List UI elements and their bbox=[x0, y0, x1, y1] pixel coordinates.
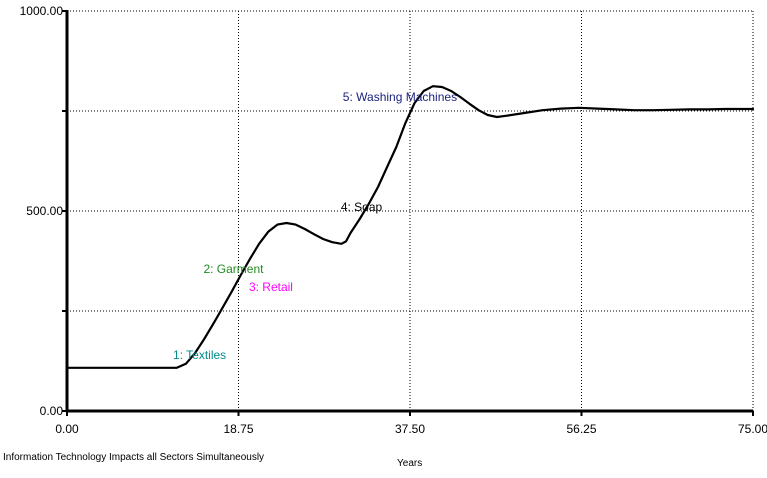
grid-layer bbox=[67, 10, 754, 411]
label-layer: Information Technology Impacts all Secto… bbox=[3, 452, 422, 469]
axes-layer: 0.00 500.00 1000.00 0.00 18.75 37.50 56.25 75.0… bbox=[20, 4, 767, 436]
x-tick-label: 56.25 bbox=[566, 422, 596, 436]
series-line bbox=[65, 85, 755, 369]
chart-caption: Information Technology Impacts all Secto… bbox=[3, 452, 264, 463]
x-axis-label: Years bbox=[397, 458, 422, 469]
series-annotation: 5: Washing Machines bbox=[343, 90, 457, 104]
series-annotation: 1: Textiles bbox=[173, 348, 226, 362]
y-tick-label: 0.00 bbox=[40, 404, 64, 418]
annotation-layer: 1: Textiles 2: Garment 3: Retail 4: Soap 5: … bbox=[173, 90, 457, 362]
series-annotation: 2: Garment bbox=[203, 262, 264, 276]
y-tick-label: 500.00 bbox=[26, 204, 63, 218]
x-tick-label: 75.00 bbox=[738, 422, 767, 436]
x-tick-label: 37.50 bbox=[395, 422, 425, 436]
x-tick-label: 18.75 bbox=[223, 422, 253, 436]
series-annotation: 4: Soap bbox=[341, 200, 383, 214]
series-layer bbox=[65, 85, 755, 369]
series-annotation: 3: Retail bbox=[249, 280, 293, 294]
x-tick-label: 0.00 bbox=[55, 422, 79, 436]
y-tick-label: 1000.00 bbox=[20, 4, 64, 18]
